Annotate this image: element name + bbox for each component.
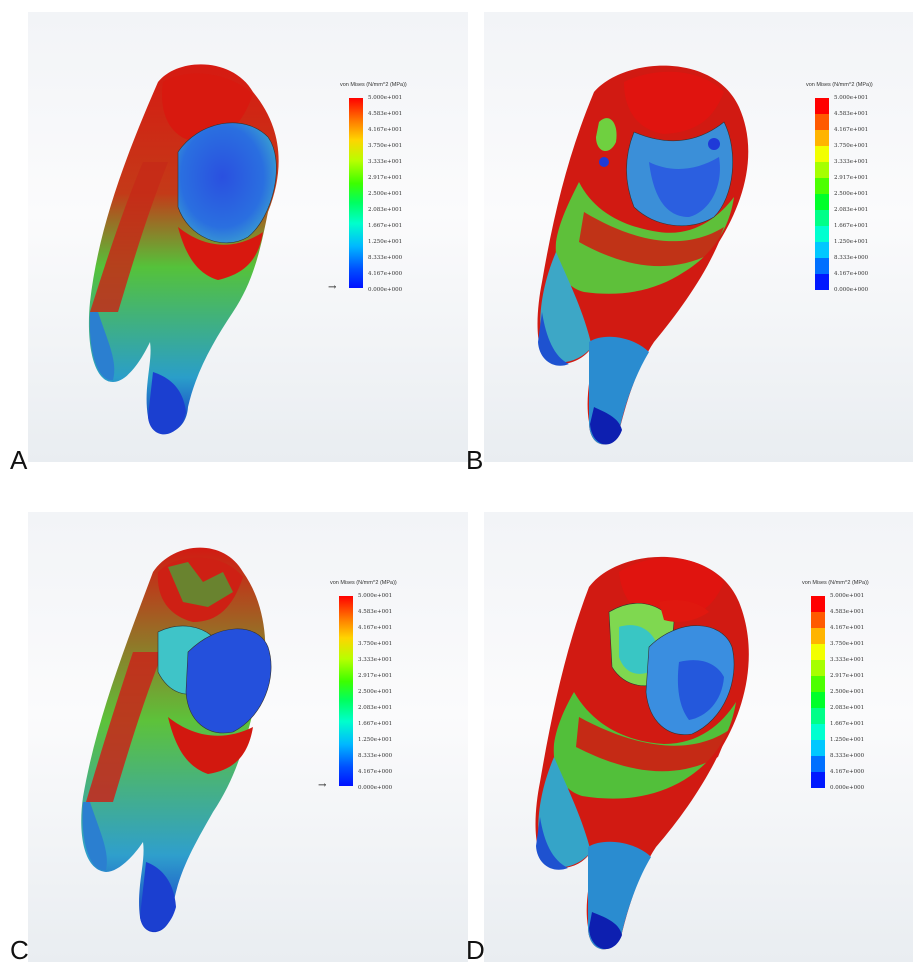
- legend-band: [811, 660, 825, 676]
- tick-label: 2.083e+001: [830, 705, 865, 711]
- tick-label: 3.333e+001: [830, 657, 865, 663]
- legend-band: [811, 692, 825, 708]
- tick-label: 3.750e+001: [834, 143, 869, 149]
- legend-band: [811, 772, 825, 788]
- tick-label: 2.083e+001: [834, 207, 869, 213]
- tick-label: 2.917e+001: [830, 673, 865, 679]
- tick-label: 0.000e+000: [830, 785, 865, 791]
- legend-band: [811, 724, 825, 740]
- tick-label: 4.583e+001: [830, 609, 865, 615]
- legend-band: [815, 274, 829, 290]
- tick-label: 2.917e+001: [834, 175, 869, 181]
- tick-label: 2.500e+001: [830, 689, 865, 695]
- legend-color-bar: [349, 98, 363, 288]
- tick-label: 1.250e+001: [830, 737, 865, 743]
- panel-label-b: B: [466, 445, 484, 475]
- legend-title: von Mises (N/mm^2 (MPa)): [340, 82, 407, 88]
- tick-label: 2.500e+001: [368, 191, 403, 197]
- tick-label: 1.250e+001: [358, 737, 393, 743]
- panel-label-a: A: [10, 445, 28, 475]
- panel-label-c: C: [10, 935, 29, 965]
- legend-band: [811, 644, 825, 660]
- legend-band: [811, 676, 825, 692]
- legend-band: [815, 114, 829, 130]
- legend-band: [811, 628, 825, 644]
- tick-label: 1.667e+001: [834, 223, 869, 229]
- tick-label: 0.000e+000: [834, 287, 869, 293]
- legend-band: [815, 162, 829, 178]
- panel-b: von Mises (N/mm^2 (MPa)) 5.000e+001 4.58…: [484, 12, 913, 462]
- tick-label: 4.167e+001: [830, 625, 865, 631]
- tick-label: 4.583e+001: [358, 609, 393, 615]
- tick-label: 2.083e+001: [358, 705, 393, 711]
- tick-label: 3.750e+001: [358, 641, 393, 647]
- legend-band: [815, 178, 829, 194]
- legend-band: [811, 740, 825, 756]
- tick-label: 3.333e+001: [368, 159, 403, 165]
- legend-band: [815, 98, 829, 114]
- tick-label: 8.333e+000: [368, 255, 403, 261]
- tick-label: 4.167e+001: [358, 625, 393, 631]
- panel-d: von Mises (N/mm^2 (MPa)) 5.000e+001 4.58…: [484, 512, 913, 962]
- tick-label: 2.500e+001: [358, 689, 393, 695]
- legend-band: [815, 258, 829, 274]
- tooth-stress-model-b: [537, 65, 749, 445]
- tick-label: 4.583e+001: [834, 111, 869, 117]
- legend-title: von Mises (N/mm^2 (MPa)): [802, 580, 869, 586]
- tick-label: 4.167e+000: [368, 271, 403, 277]
- tick-label: 3.333e+001: [358, 657, 393, 663]
- tick-label: 4.167e+001: [368, 127, 403, 133]
- legend-title: von Mises (N/mm^2 (MPa)): [806, 82, 873, 88]
- tick-label: 1.250e+001: [368, 239, 403, 245]
- legend-band: [811, 612, 825, 628]
- tick-label: 3.750e+001: [368, 143, 403, 149]
- tick-label: 1.667e+001: [368, 223, 403, 229]
- tick-label: 2.917e+001: [358, 673, 393, 679]
- min-arrow-icon: →: [318, 780, 327, 791]
- legend-band: [815, 226, 829, 242]
- tick-label: 5.000e+001: [830, 593, 865, 599]
- tick-label: 1.667e+001: [830, 721, 865, 727]
- tick-label: 2.083e+001: [368, 207, 403, 213]
- legend-band: [815, 242, 829, 258]
- tick-label: 8.333e+000: [834, 255, 869, 261]
- tick-label: 5.000e+001: [368, 95, 403, 101]
- tick-label: 4.167e+000: [834, 271, 869, 277]
- tick-label: 1.250e+001: [834, 239, 869, 245]
- tick-label: 4.167e+001: [834, 127, 869, 133]
- tick-label: 8.333e+000: [358, 753, 393, 759]
- panel-a: von Mises (N/mm^2 (MPa)) 5.000e+001 4.58…: [28, 12, 468, 462]
- tooth-stress-model-a: [88, 64, 279, 435]
- legend-band: [811, 708, 825, 724]
- tick-label: 4.167e+000: [830, 769, 865, 775]
- legend-color-bar: [339, 596, 353, 786]
- min-arrow-icon: →: [328, 282, 337, 293]
- tick-label: 1.667e+001: [358, 721, 393, 727]
- legend-band: [815, 210, 829, 226]
- legend-band: [815, 146, 829, 162]
- tick-label: 2.917e+001: [368, 175, 403, 181]
- panel-label-d: D: [466, 935, 485, 965]
- tooth-stress-model-d: [535, 556, 749, 950]
- legend-color-bar: [815, 98, 829, 290]
- tick-label: 0.000e+000: [368, 287, 403, 293]
- tick-label: 0.000e+000: [358, 785, 393, 791]
- legend-title: von Mises (N/mm^2 (MPa)): [330, 580, 397, 586]
- tick-label: 3.750e+001: [830, 641, 865, 647]
- legend-band: [815, 194, 829, 210]
- tick-label: 4.167e+000: [358, 769, 393, 775]
- tooth-stress-model-c: [81, 547, 272, 933]
- legend-band: [811, 596, 825, 612]
- tick-label: 2.500e+001: [834, 191, 869, 197]
- legend-color-bar: [811, 596, 825, 788]
- tick-label: 5.000e+001: [358, 593, 393, 599]
- tick-label: 4.583e+001: [368, 111, 403, 117]
- legend-band: [815, 130, 829, 146]
- tick-label: 5.000e+001: [834, 95, 869, 101]
- tick-label: 8.333e+000: [830, 753, 865, 759]
- panel-c: von Mises (N/mm^2 (MPa)) 5.000e+001 4.58…: [28, 512, 468, 962]
- legend-band: [811, 756, 825, 772]
- tick-label: 3.333e+001: [834, 159, 869, 165]
